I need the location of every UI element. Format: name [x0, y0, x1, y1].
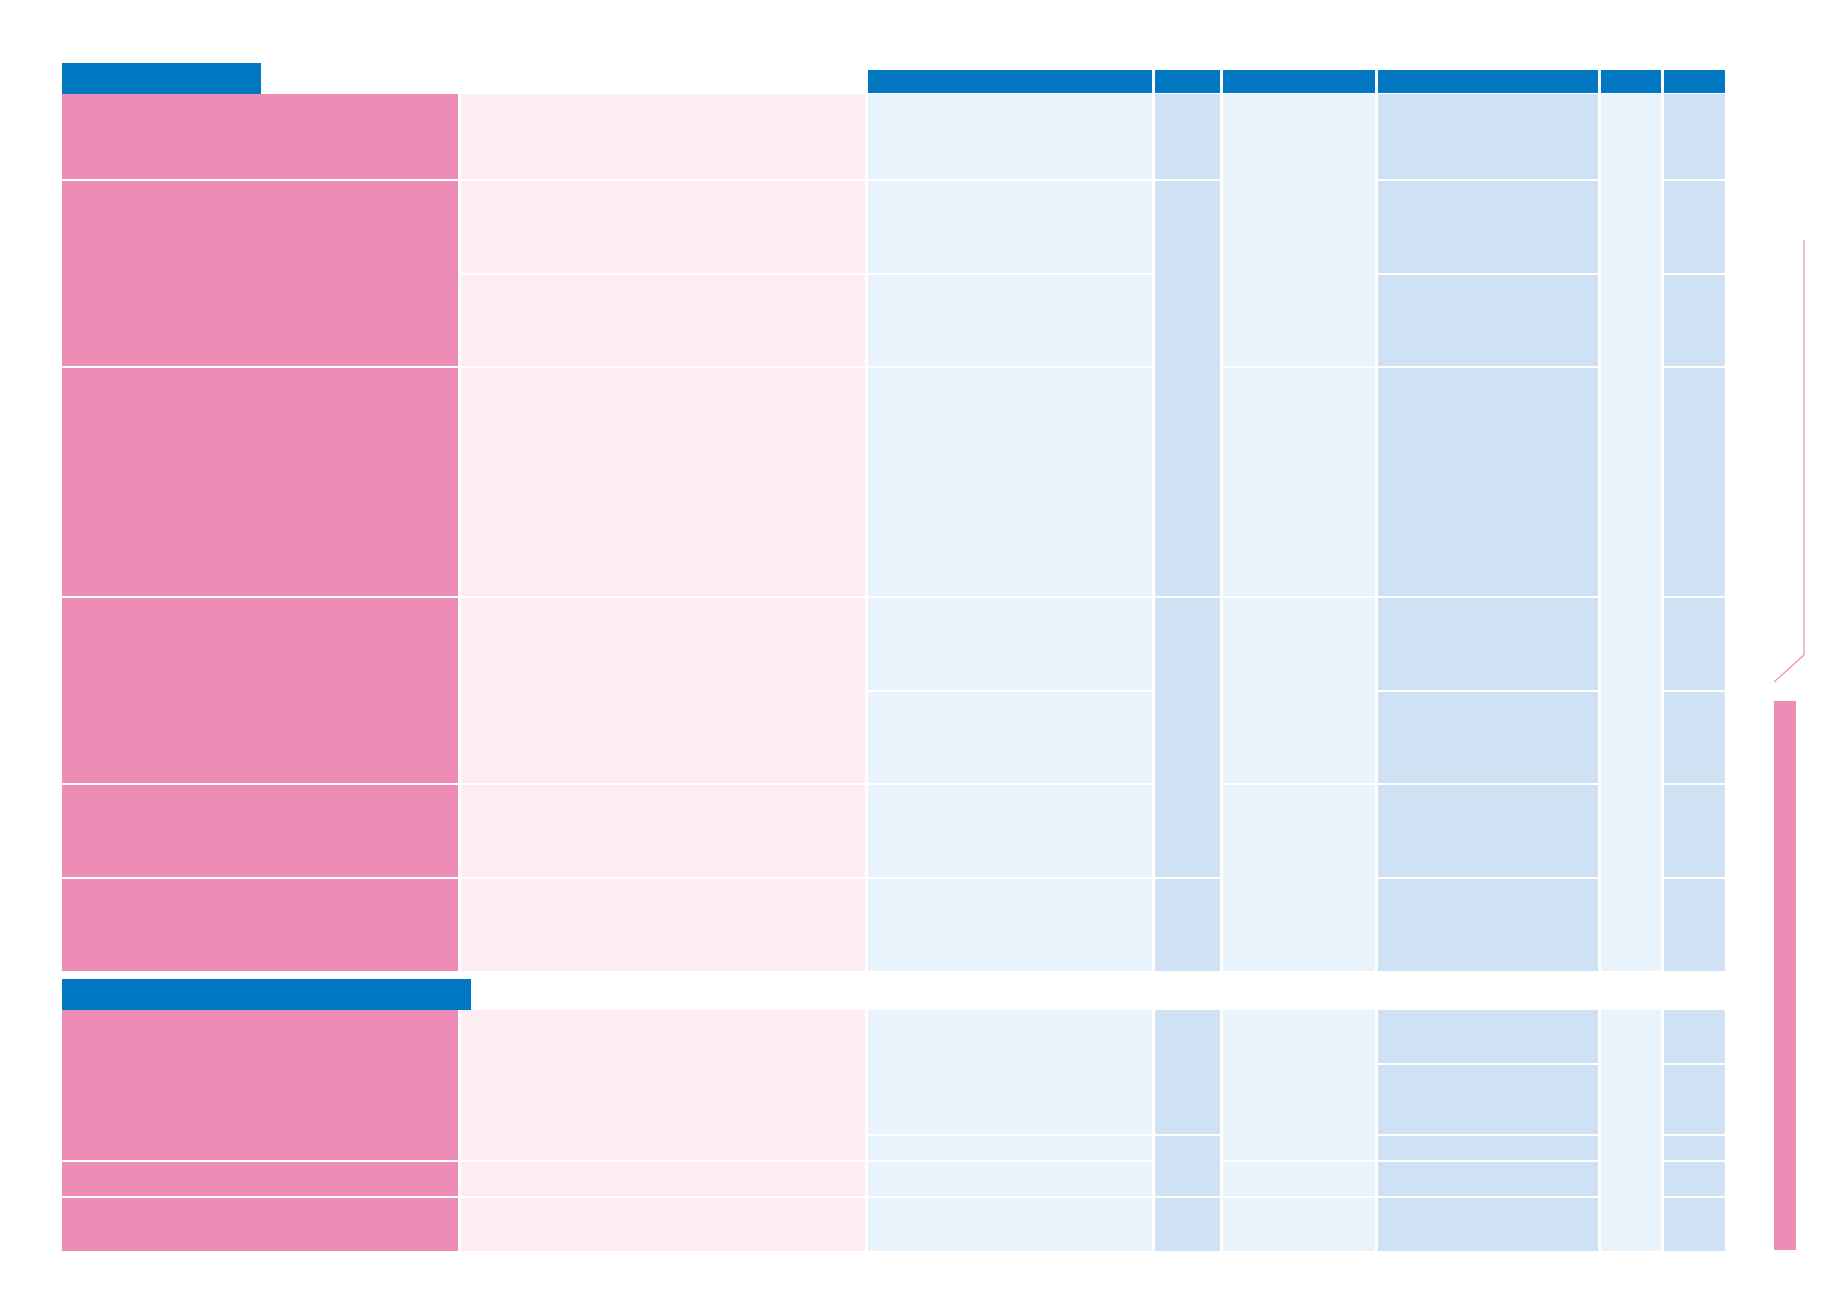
row-description-8 — [461, 1162, 865, 1196]
col-d-cell — [1378, 1162, 1598, 1196]
row-label-7 — [62, 1010, 458, 1160]
section-1-title-bar — [62, 63, 261, 94]
col-f-cell — [1664, 275, 1725, 366]
col-d-cell — [1378, 1136, 1598, 1160]
col-b-cell — [1155, 1198, 1220, 1251]
row-description-4 — [461, 598, 865, 783]
col-b-cell — [1155, 1010, 1220, 1134]
row-description-6 — [461, 879, 865, 971]
col-b-cell — [1155, 879, 1220, 971]
col-a-cell — [868, 598, 1152, 690]
column-header-6 — [1664, 70, 1725, 93]
row-description-1 — [461, 94, 865, 179]
row-label-1 — [62, 94, 458, 179]
row-description-2a — [461, 181, 865, 273]
col-a-cell — [868, 879, 1152, 971]
column-header-4 — [1378, 70, 1598, 93]
col-a-cell — [868, 1010, 1152, 1134]
col-a-cell — [868, 1136, 1152, 1160]
col-c-cell — [1223, 598, 1375, 783]
col-d-cell — [1378, 368, 1598, 596]
row-label-3 — [62, 368, 458, 596]
row-description-3 — [461, 368, 865, 596]
margin-bracket-line — [1773, 240, 1805, 683]
col-f-cell — [1664, 598, 1725, 690]
col-a-cell — [868, 692, 1152, 783]
col-c-cell — [1223, 1162, 1375, 1196]
row-label-5 — [62, 785, 458, 877]
col-a-cell — [868, 94, 1152, 179]
col-a-cell — [868, 181, 1152, 273]
section-2-title-bar — [62, 979, 471, 1010]
column-header-3 — [1223, 70, 1375, 93]
row-label-9 — [62, 1198, 458, 1251]
col-a-cell — [868, 785, 1152, 877]
col-a-cell — [868, 1198, 1152, 1251]
col-f-cell — [1664, 879, 1725, 971]
col-f-cell — [1664, 94, 1725, 179]
row-description-5 — [461, 785, 865, 877]
col-f-cell — [1664, 1136, 1725, 1160]
col-c-cell — [1223, 785, 1375, 971]
col-c-cell — [1223, 1198, 1375, 1251]
col-d-cell — [1378, 879, 1598, 971]
column-header-2 — [1155, 70, 1220, 93]
col-d-cell — [1378, 598, 1598, 690]
col-e-cell — [1601, 1010, 1661, 1251]
row-label-2 — [62, 181, 458, 366]
col-a-cell — [868, 368, 1152, 596]
row-label-4 — [62, 598, 458, 783]
col-d-cell — [1378, 1010, 1598, 1063]
col-c-cell — [1223, 1010, 1375, 1160]
col-f-cell — [1664, 1198, 1725, 1251]
col-c-cell — [1223, 94, 1375, 366]
col-b-cell — [1155, 94, 1220, 179]
col-b-cell — [1155, 1136, 1220, 1196]
row-description-2b — [461, 275, 865, 366]
col-b-cell — [1155, 181, 1220, 596]
col-f-cell — [1664, 181, 1725, 273]
col-d-cell — [1378, 275, 1598, 366]
margin-tab-bar — [1774, 701, 1796, 1250]
col-a-cell — [868, 275, 1152, 366]
col-a-cell — [868, 1162, 1152, 1196]
col-f-cell — [1664, 368, 1725, 596]
col-e-cell — [1601, 94, 1661, 971]
col-d-cell — [1378, 94, 1598, 179]
col-d-cell — [1378, 785, 1598, 877]
row-label-6 — [62, 879, 458, 971]
col-f-cell — [1664, 785, 1725, 877]
col-d-cell — [1378, 181, 1598, 273]
col-b-cell — [1155, 598, 1220, 877]
col-f-cell — [1664, 1010, 1725, 1063]
col-d-cell — [1378, 1198, 1598, 1251]
col-f-cell — [1664, 1065, 1725, 1134]
col-d-cell — [1378, 1065, 1598, 1134]
col-c-cell — [1223, 368, 1375, 596]
col-f-cell — [1664, 1162, 1725, 1196]
row-description-9 — [461, 1198, 865, 1251]
col-d-cell — [1378, 692, 1598, 783]
column-header-5 — [1601, 70, 1661, 93]
row-description-7 — [461, 1010, 865, 1160]
row-label-8 — [62, 1162, 458, 1196]
col-f-cell — [1664, 692, 1725, 783]
column-header-1 — [868, 70, 1152, 93]
